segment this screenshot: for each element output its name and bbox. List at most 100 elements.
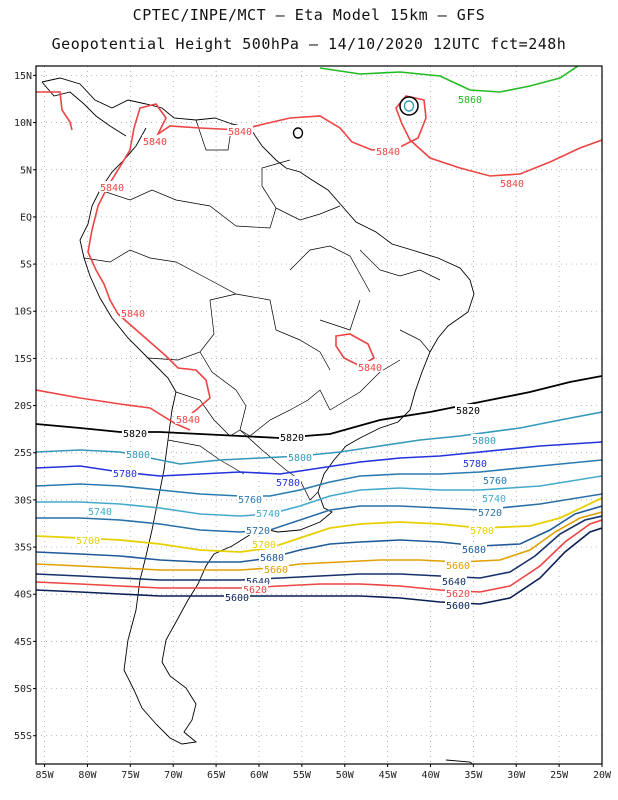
contour-label: 5640 — [442, 577, 466, 588]
contour-label: 5780 — [113, 469, 137, 480]
contour-label-background — [87, 505, 113, 516]
lat-tick-label: 25S — [14, 448, 32, 459]
lon-tick-label: 50W — [336, 770, 355, 781]
lon-tick-label: 80W — [78, 770, 97, 781]
lon-tick-label: 45W — [379, 770, 398, 781]
contour-label-background — [445, 599, 471, 610]
contour-label: 5760 — [483, 476, 507, 487]
contour-label: 5740 — [482, 494, 506, 505]
lat-tick-label: 55S — [14, 731, 32, 742]
contour-label: 5860 — [458, 95, 482, 106]
contour-5620 — [36, 519, 602, 593]
contour-label-background — [237, 493, 263, 504]
contour-5600 — [36, 527, 602, 605]
contour-label: 5780 — [463, 459, 487, 470]
contour-label: 5840 — [228, 127, 252, 138]
contour-5840 — [36, 91, 602, 431]
contour-label-background — [461, 543, 487, 554]
lon-tick-label: 30W — [507, 770, 526, 781]
lat-tick-label: 15N — [14, 71, 32, 82]
contour-label-background — [259, 551, 285, 562]
lat-tick-label: 15S — [14, 354, 32, 365]
contour-label-background — [275, 476, 301, 487]
contour-label-background — [469, 524, 495, 535]
contour-5760 — [36, 459, 602, 497]
contour-label-background — [142, 135, 168, 146]
lat-tick-label: 45S — [14, 637, 32, 648]
contour-label: 5840 — [100, 183, 124, 194]
contour-label-background — [112, 467, 138, 478]
title-line-1: CPTEC/INPE/MCT – Eta Model 15km – GFS — [132, 6, 486, 24]
axis-ticks: 15N 10N 5N EQ 5S 10S 15S 20S 25S 30S 35S 40S 45S 50S 5… — [14, 71, 612, 781]
contour-5800 — [36, 411, 602, 465]
contour-label-background — [477, 506, 503, 517]
lon-tick-label: 60W — [250, 770, 269, 781]
contour-5820-closed — [292, 127, 304, 139]
lat-tick-label: 5N — [20, 165, 32, 176]
contour-label: 5800 — [126, 450, 150, 461]
title-line-2: Geopotential Height 500hPa – 14/10/2020 … — [51, 35, 567, 53]
contour-label: 5700 — [76, 536, 100, 547]
contour-label-background — [75, 534, 101, 545]
contour-label: 5840 — [500, 179, 524, 190]
contour-label: 5800 — [472, 436, 496, 447]
contour-label-background — [255, 507, 281, 518]
contour-label: 5840 — [376, 147, 400, 158]
contour-label: 5780 — [276, 478, 300, 489]
contour-label-background — [125, 448, 151, 459]
contour-label: 5820 — [123, 429, 147, 440]
lon-tick-label: 40W — [421, 770, 440, 781]
contour-label-background — [462, 457, 488, 468]
contour-label: 5740 — [88, 507, 112, 518]
lon-tick-label: 55W — [293, 770, 312, 781]
contour-label-background — [227, 125, 253, 136]
lat-tick-label: 50S — [14, 684, 32, 695]
contour-label-background — [242, 583, 268, 594]
contour-label-background — [481, 492, 507, 503]
contour-5720 — [36, 493, 602, 533]
contour-label-background — [375, 145, 401, 156]
contour-label: 5660 — [446, 561, 470, 572]
contour-label: 5760 — [238, 495, 262, 506]
country-borders — [83, 119, 441, 501]
contour-5660 — [36, 511, 602, 571]
contour-label-background — [287, 451, 313, 462]
lon-tick-label: 20W — [593, 770, 612, 781]
contour-5640 — [36, 515, 602, 581]
contour-label-background — [357, 361, 383, 372]
contour-labels: 5860 5840 5840 5840 5840 5840 5840 5840 5840 5820… — [75, 93, 525, 612]
contour-label: 5600 — [225, 593, 249, 604]
contour-label-background — [175, 413, 201, 424]
contour-label: 5640 — [246, 577, 270, 588]
contour-label-background — [455, 404, 481, 415]
lon-tick-label: 65W — [207, 770, 226, 781]
contour-label-background — [263, 563, 289, 574]
lon-tick-label: 70W — [164, 770, 183, 781]
contour-label-background — [445, 587, 471, 598]
lat-tick-label: 35S — [14, 543, 32, 554]
contour-label: 5840 — [176, 415, 200, 426]
contour-label-background — [441, 575, 467, 586]
lat-tick-label: EQ — [20, 212, 32, 223]
lat-tick-label: 40S — [14, 590, 32, 601]
contour-label: 5680 — [462, 545, 486, 556]
contour-5740 — [36, 475, 602, 517]
contour-label: 5700 — [470, 526, 494, 537]
map-frame — [35, 65, 603, 765]
lat-tick-label: 10S — [14, 307, 32, 318]
lat-lon-grid — [36, 66, 603, 764]
contour-label: 5700 — [252, 540, 276, 551]
lat-tick-label: 30S — [14, 495, 32, 506]
contour-label: 5600 — [446, 601, 470, 612]
lat-tick-label: 5S — [20, 260, 32, 271]
contour-label-background — [279, 431, 305, 442]
contour-label: 5720 — [246, 526, 270, 537]
contour-5680 — [36, 505, 602, 563]
contour-5900-closed — [403, 100, 415, 112]
contour-label-background — [99, 181, 125, 192]
contour-label: 5620 — [243, 585, 267, 596]
contour-label-background — [445, 559, 471, 570]
contour-label: 5660 — [264, 565, 288, 576]
contour-label-background — [499, 177, 525, 188]
